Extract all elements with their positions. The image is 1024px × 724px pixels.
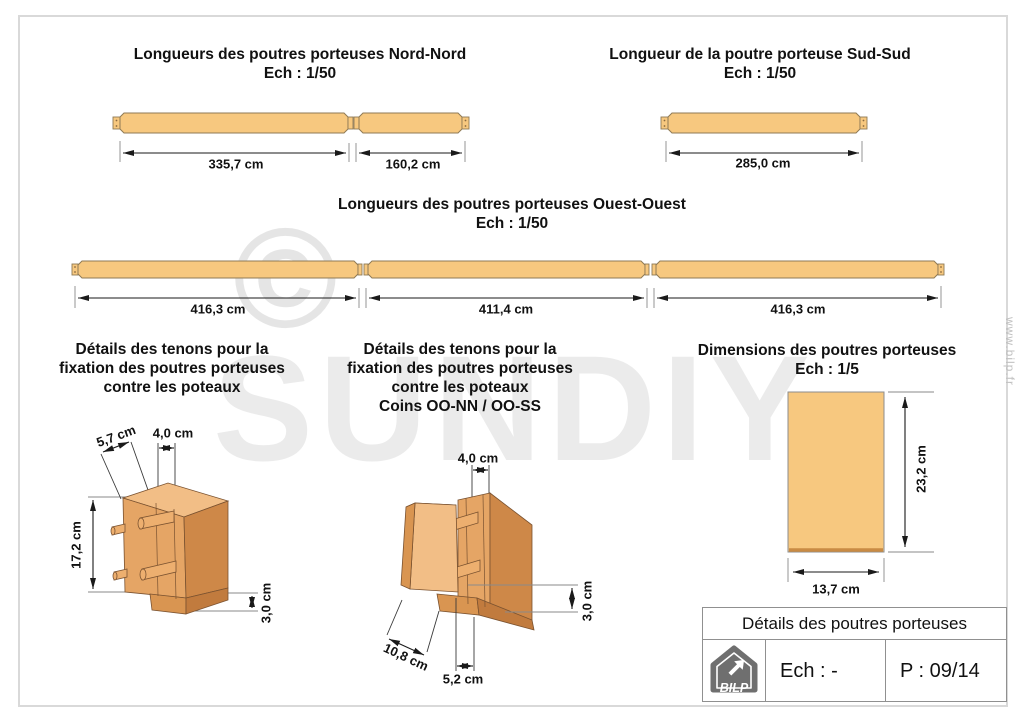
dim-label: 416,3 cm bbox=[190, 301, 246, 317]
dim-label: 13,7 cm bbox=[812, 581, 860, 597]
section-title-sud: Longueur de la poutre porteuse Sud-Sud E… bbox=[555, 45, 965, 83]
title-line: Longueurs des poutres porteuses Nord-Nor… bbox=[133, 46, 467, 63]
dim-label: 5,2 cm bbox=[442, 671, 484, 687]
title-block-title: Détails des poutres porteuses bbox=[703, 608, 1006, 640]
dim-label: 4,0 cm bbox=[457, 450, 499, 466]
title-line: Longueur de la poutre porteuse Sud-Sud bbox=[609, 46, 911, 63]
dim-label: 23,2 cm bbox=[913, 445, 929, 493]
title-line: Longueurs des poutres porteuses Ouest-Ou… bbox=[338, 196, 686, 213]
page-border-frame bbox=[18, 15, 1008, 707]
bilp-logo: BILP bbox=[710, 645, 758, 695]
dim-label: 335,7 cm bbox=[208, 156, 264, 172]
title-line: Détails des tenons pour la bbox=[75, 341, 269, 358]
title-line: fixation des poutres porteuses bbox=[59, 360, 285, 377]
dim-label: 4,0 cm bbox=[152, 425, 194, 441]
scale-line: Ech : 1/50 bbox=[475, 215, 549, 232]
dim-label: 285,0 cm bbox=[735, 155, 791, 171]
title-block-scale: Ech : - bbox=[766, 640, 886, 702]
title-line: Dimensions des poutres porteuses bbox=[697, 342, 957, 359]
beam-cross-section bbox=[787, 391, 934, 582]
title-block: Détails des poutres porteuses BILP Ech :… bbox=[702, 607, 1007, 702]
section-title-cross-section: Dimensions des poutres porteuses Ech : 1… bbox=[640, 341, 1014, 379]
title-line: fixation des poutres porteuses bbox=[347, 360, 573, 377]
dim-label: 17,2 cm bbox=[68, 521, 84, 569]
beam-sud bbox=[660, 112, 868, 162]
brand-watermark: SUNDIY bbox=[213, 324, 816, 492]
section-title-tenon-corner: Détails des tenons pour la fixation des … bbox=[322, 340, 598, 416]
website-watermark: www.bilp.fr bbox=[1003, 317, 1017, 387]
title-line: contre les poteaux bbox=[391, 379, 529, 396]
title-line: Coins OO-NN / OO-SS bbox=[379, 398, 541, 415]
title-block-page-number: P : 09/14 bbox=[900, 659, 980, 682]
dim-label: 411,4 cm bbox=[478, 301, 534, 317]
dim-label: 416,3 cm bbox=[770, 301, 826, 317]
section-title-nord: Longueurs des poutres porteuses Nord-Nor… bbox=[90, 45, 510, 83]
section-title-tenon-left: Détails des tenons pour la fixation des … bbox=[34, 340, 310, 397]
tenon-detail-left bbox=[88, 441, 258, 615]
dim-label: 3,0 cm bbox=[579, 580, 595, 622]
logo-text: BILP bbox=[720, 681, 749, 695]
scale-line: Ech : 1/5 bbox=[795, 361, 859, 378]
title-line: contre les poteaux bbox=[103, 379, 241, 396]
scale-line: Ech : 1/50 bbox=[723, 65, 797, 82]
dim-label: 160,2 cm bbox=[385, 156, 441, 172]
title-line: Détails des tenons pour la bbox=[363, 341, 557, 358]
scale-line: Ech : 1/50 bbox=[263, 65, 337, 82]
logo-cell: BILP bbox=[703, 640, 766, 702]
arrow-icon bbox=[728, 659, 745, 676]
section-title-ouest: Longueurs des poutres porteuses Ouest-Ou… bbox=[252, 195, 772, 233]
tenon-detail-corner bbox=[386, 465, 578, 671]
beams-ouest bbox=[71, 260, 945, 308]
beams-nord bbox=[112, 112, 470, 162]
dim-label: 3,0 cm bbox=[258, 582, 274, 624]
